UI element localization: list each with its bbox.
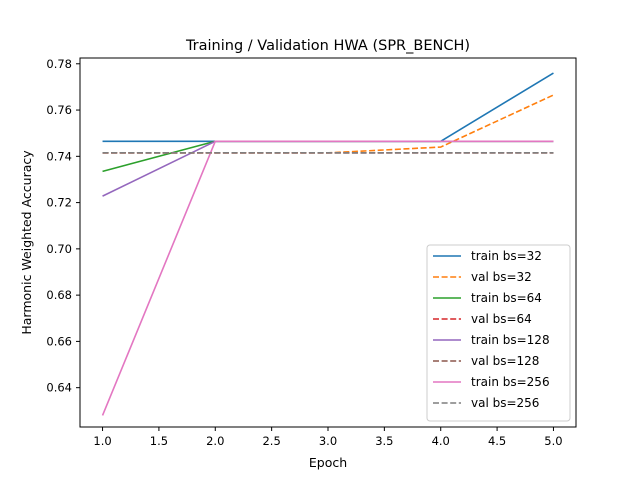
legend-label: val bs=128 bbox=[471, 354, 539, 368]
x-tick-label: 1.0 bbox=[93, 434, 111, 448]
x-tick-label: 1.5 bbox=[150, 434, 168, 448]
y-axis-label: Harmonic Weighted Accuracy bbox=[19, 150, 34, 335]
y-axis: 0.64 0.66 0.68 0.70 0.72 0.74 0.76 0.78 bbox=[46, 57, 80, 395]
x-tick-label: 2.0 bbox=[206, 434, 224, 448]
y-tick-label: 0.64 bbox=[46, 381, 72, 395]
series-line-7 bbox=[101, 140, 554, 416]
x-tick-label: 4.5 bbox=[488, 434, 506, 448]
y-tick-label: 0.72 bbox=[46, 196, 72, 210]
x-tick-label: 5.0 bbox=[544, 434, 562, 448]
x-tick-label: 3.0 bbox=[319, 434, 337, 448]
y-tick-label: 0.78 bbox=[46, 57, 72, 71]
legend-label: train bs=64 bbox=[471, 291, 542, 305]
x-axis-label: Epoch bbox=[309, 455, 347, 470]
x-tick-label: 4.0 bbox=[432, 434, 450, 448]
legend-label: train bs=128 bbox=[471, 333, 550, 347]
y-tick-label: 0.74 bbox=[46, 149, 72, 163]
plot-area bbox=[101, 72, 554, 416]
y-tick-label: 0.66 bbox=[46, 334, 72, 348]
y-tick-label: 0.70 bbox=[46, 242, 72, 256]
x-tick-label: 2.5 bbox=[262, 434, 280, 448]
legend: train bs=32 val bs=32 train bs=64 val bs=64… bbox=[426, 244, 571, 422]
x-tick-label: 3.5 bbox=[375, 434, 393, 448]
chart-title: Training / Validation HWA (SPR_BENCH) bbox=[185, 38, 470, 54]
y-tick-label: 0.76 bbox=[46, 103, 72, 117]
y-tick-label: 0.68 bbox=[46, 288, 72, 302]
x-axis: 1.0 1.5 2.0 2.5 3.0 3.5 4.0 4.5 5.0 bbox=[93, 427, 563, 448]
legend-label: val bs=256 bbox=[471, 396, 539, 410]
legend-label: val bs=32 bbox=[471, 270, 532, 284]
legend-box bbox=[426, 244, 571, 422]
legend-label: val bs=64 bbox=[471, 312, 532, 326]
legend-label: train bs=256 bbox=[471, 375, 550, 389]
legend-label: train bs=32 bbox=[471, 249, 542, 263]
